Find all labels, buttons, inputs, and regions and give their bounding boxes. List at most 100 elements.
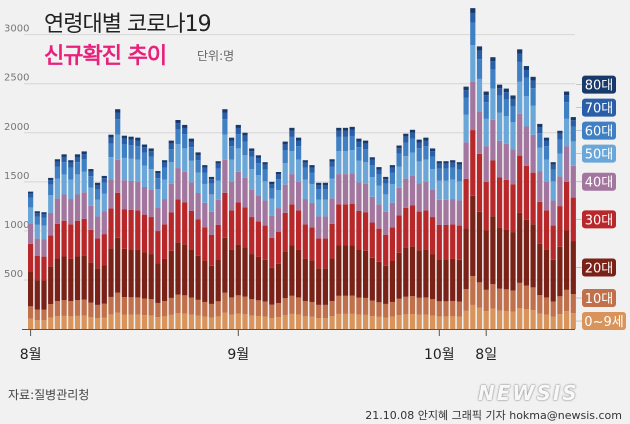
bar-segment-1: [74, 300, 81, 316]
bar-segment-0: [108, 314, 114, 329]
bar-segment-8: [550, 162, 556, 165]
bar-segment-3: [115, 192, 121, 238]
bar-segment-3: [383, 234, 389, 266]
bar-segment-8: [450, 160, 456, 163]
bar-segment-1: [81, 299, 87, 316]
bar-segment-4: [249, 189, 255, 218]
bar-segment-6: [28, 197, 34, 208]
bar-segment-6: [242, 141, 248, 156]
bar-segment-7: [61, 156, 67, 163]
bar-segment-5: [34, 224, 40, 239]
bar-segment-8: [383, 176, 389, 180]
bar-segment-2: [450, 258, 456, 302]
bar-segment-1: [564, 289, 570, 312]
bar-segment-3: [108, 208, 114, 249]
bar-segment-0: [396, 315, 402, 329]
bar-segment-4: [302, 199, 308, 225]
bar-segment-5: [409, 152, 416, 176]
bar-segment-0: [490, 308, 496, 329]
bar-segment-8: [289, 127, 295, 131]
bar-segment-8: [430, 148, 436, 152]
bar-segment-8: [416, 139, 422, 143]
bar-segment-8: [470, 8, 476, 13]
bar-segment-7: [517, 53, 523, 62]
chart-title: 연령대별 코로나19: [44, 12, 212, 37]
bar-segment-2: [550, 259, 556, 302]
bar-segment-0: [235, 313, 241, 329]
bar-segment-7: [443, 163, 449, 169]
bar-segment-8: [115, 109, 121, 113]
bar-segment-5: [523, 96, 529, 127]
bar-segment-6: [369, 165, 375, 178]
bar-segment-7: [356, 141, 362, 148]
bar-segment-3: [356, 210, 362, 250]
bar-segment-1: [443, 301, 449, 317]
bar-segment-7: [557, 133, 563, 140]
bar-segment-0: [68, 316, 74, 329]
bar-segment-0: [430, 315, 436, 329]
bar-segment-4: [423, 181, 429, 211]
bar-segment-4: [409, 175, 416, 206]
bar-segment-3: [188, 210, 194, 250]
bar-segment-7: [316, 184, 322, 190]
bar-segment-5: [48, 195, 54, 213]
bar-segment-4: [282, 184, 288, 213]
bar-segment-2: [463, 228, 469, 290]
bar-segment-1: [208, 303, 215, 318]
bar-segment-7: [430, 151, 436, 157]
bar-segment-2: [74, 256, 81, 301]
bar-segment-4: [148, 189, 154, 218]
bar-segment-7: [235, 127, 241, 135]
bar-segment-1: [490, 284, 496, 309]
bar-segment-8: [101, 175, 107, 179]
bar-segment-1: [54, 300, 60, 317]
bar-segment-7: [108, 137, 114, 144]
bar-segment-0: [88, 317, 94, 329]
bar-segment-5: [342, 150, 349, 175]
bar-segment-3: [389, 227, 395, 261]
bar-segment-6: [450, 167, 456, 180]
bar-segment-7: [389, 167, 395, 173]
bar-segment-0: [34, 320, 40, 329]
bar-segment-0: [537, 313, 543, 329]
bar-segment-6: [517, 61, 523, 82]
bar-segment-3: [141, 214, 148, 253]
bar-segment-0: [48, 317, 54, 329]
x-tick-label: 8일: [475, 347, 497, 363]
bar-segment-3: [289, 204, 295, 246]
legend-box: [582, 289, 616, 308]
bar-segment-1: [121, 297, 127, 315]
bar-segment-1: [175, 294, 181, 314]
bar-segment-1: [28, 306, 34, 319]
bar-segment-3: [155, 231, 161, 264]
bar-segment-3: [88, 229, 94, 263]
bar-segment-4: [242, 177, 248, 208]
bar-segment-8: [41, 212, 47, 214]
bar-segment-6: [202, 172, 208, 184]
bar-segment-5: [61, 174, 67, 195]
bar-segment-1: [356, 297, 362, 315]
bar-segment-6: [530, 88, 536, 106]
bar-segment-6: [162, 167, 168, 180]
bar-segment-2: [363, 250, 369, 298]
bar-segment-5: [322, 199, 328, 217]
bar-segment-8: [403, 133, 409, 137]
bar-segment-7: [296, 140, 302, 147]
bar-segment-6: [88, 176, 94, 188]
bar-segment-0: [316, 318, 322, 329]
bar-segment-3: [68, 224, 74, 259]
bar-segment-8: [275, 172, 282, 175]
bar-segment-0: [322, 318, 328, 329]
bar-segment-5: [68, 179, 74, 200]
bar-segment-7: [376, 169, 382, 175]
bar-segment-6: [41, 217, 47, 226]
bar-segment-0: [530, 310, 536, 329]
bar-segment-4: [403, 178, 409, 208]
bar-segment-8: [483, 91, 489, 96]
bar-segment-5: [450, 179, 456, 200]
bar-segment-0: [222, 312, 228, 329]
legend-label: 0~9세: [584, 315, 623, 330]
bar-segment-3: [195, 219, 201, 256]
bar-segment-5: [121, 157, 127, 181]
bar-segment-0: [423, 314, 429, 329]
